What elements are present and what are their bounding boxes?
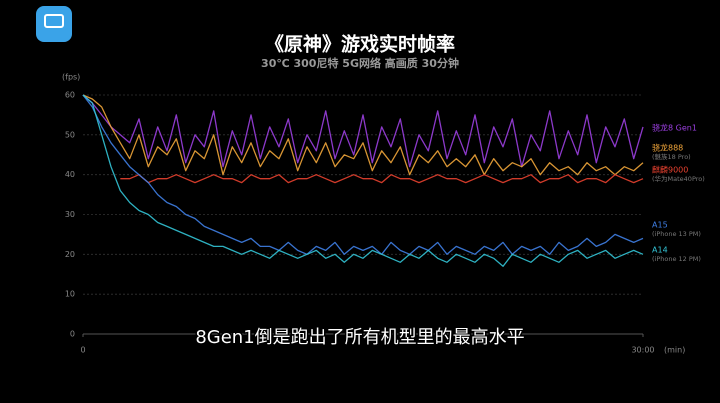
x-axis-label: (min) — [664, 346, 685, 355]
y-tick-label: 30 — [65, 210, 75, 219]
x-tick-label: 0 — [80, 346, 85, 355]
legend-label: A15 — [652, 221, 668, 230]
legend-label: 骁龙888 — [652, 143, 683, 153]
chart-subtitle: 30℃ 300尼特 5G网络 高画质 30分钟 — [261, 56, 459, 70]
caption: 8Gen1倒是跑出了所有机型里的最高水平 — [195, 327, 524, 348]
legend-label: 骁龙8 Gen1 — [652, 123, 697, 133]
series-line — [82, 94, 644, 168]
y-tick-label: 0 — [70, 330, 75, 339]
logo-badge — [36, 6, 72, 42]
legend-device: (华为Mate40Pro) — [652, 174, 705, 183]
logo-icon — [44, 14, 64, 28]
chart-title: 《原神》游戏实时帧率 — [265, 33, 455, 56]
legend-label: 麒麟9000 — [652, 165, 688, 175]
y-tick-label: 60 — [65, 91, 75, 100]
y-tick-label: 50 — [65, 130, 75, 139]
legend-device: (iPhone 13 PM) — [652, 230, 701, 238]
legend-device: (魅族18 Pro) — [652, 152, 691, 161]
series-line — [120, 174, 644, 184]
legend-label: A14 — [652, 246, 668, 255]
x-tick-label: 30:00 — [631, 346, 654, 355]
series-line — [82, 94, 644, 255]
legend-device: (iPhone 12 PM) — [652, 255, 701, 263]
y-tick-label: 10 — [65, 290, 75, 299]
y-tick-label: 40 — [65, 170, 75, 179]
y-tick-label: 20 — [65, 250, 75, 259]
series-line — [82, 94, 644, 267]
logo — [36, 6, 72, 42]
y-axis-label: (fps) — [62, 73, 80, 82]
series-line — [82, 94, 644, 176]
